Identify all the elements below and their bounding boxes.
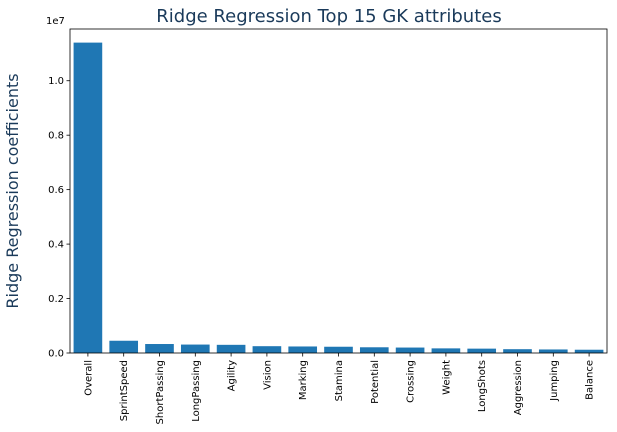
- chart-title: Ridge Regression Top 15 GK attributes: [156, 6, 501, 27]
- bar-balance: [574, 349, 604, 353]
- y-axis-offset-label: 1e7: [46, 16, 65, 27]
- x-tick-label-stamina: Stamina: [334, 360, 345, 401]
- bar-stamina: [324, 346, 353, 353]
- x-tick-label-longpassing: LongPassing: [191, 360, 202, 422]
- bar-marking: [288, 346, 318, 353]
- x-tick-label-potential: Potential: [370, 360, 381, 404]
- x-tick-label-vision: Vision: [262, 360, 273, 390]
- x-tick-label-weight: Weight: [441, 360, 452, 395]
- plot-area: 0.0 0.2 0.4 0.6 0.8 1.0 Overall SprintSpeed Shor…: [48, 28, 608, 424]
- axes-frame: [69, 28, 608, 354]
- bar-shortpassing: [145, 344, 174, 353]
- bar-weight: [431, 348, 461, 353]
- bar-longpassing: [180, 344, 210, 353]
- bar-overall: [73, 42, 103, 354]
- x-tick-label-marking: Marking: [298, 360, 309, 400]
- bar-agility: [216, 344, 246, 353]
- y-tick-label: 1.0: [48, 76, 64, 87]
- bar-crossing: [395, 347, 425, 353]
- y-tick-label: 0.0: [48, 349, 64, 360]
- x-tick-label-crossing: Crossing: [406, 360, 417, 403]
- x-tick-label-longshots: LongShots: [477, 360, 488, 412]
- x-tick-label-jumping: Jumping: [549, 360, 560, 402]
- y-tick-label: 0.2: [48, 294, 64, 305]
- x-tick-label-aggression: Aggression: [513, 360, 524, 415]
- bar-sprintspeed: [109, 340, 139, 353]
- bar-longshots: [467, 348, 497, 353]
- x-tick-label-agility: Agility: [227, 360, 238, 391]
- bar-jumping: [538, 349, 568, 353]
- bar-potential: [359, 347, 389, 353]
- x-tick-label-sprintspeed: SprintSpeed: [119, 360, 130, 421]
- x-tick-label-shortpassing: ShortPassing: [155, 360, 166, 424]
- x-tick-label-overall: Overall: [83, 360, 94, 396]
- y-tick-label: 0.6: [48, 185, 64, 196]
- y-axis-label: Ridge Regression coefficients: [3, 73, 22, 308]
- x-tick-label-balance: Balance: [585, 360, 596, 400]
- y-tick-label: 0.4: [48, 240, 64, 251]
- y-tick-label: 0.8: [48, 131, 64, 142]
- bar-aggression: [503, 349, 532, 353]
- bar-vision: [252, 346, 282, 353]
